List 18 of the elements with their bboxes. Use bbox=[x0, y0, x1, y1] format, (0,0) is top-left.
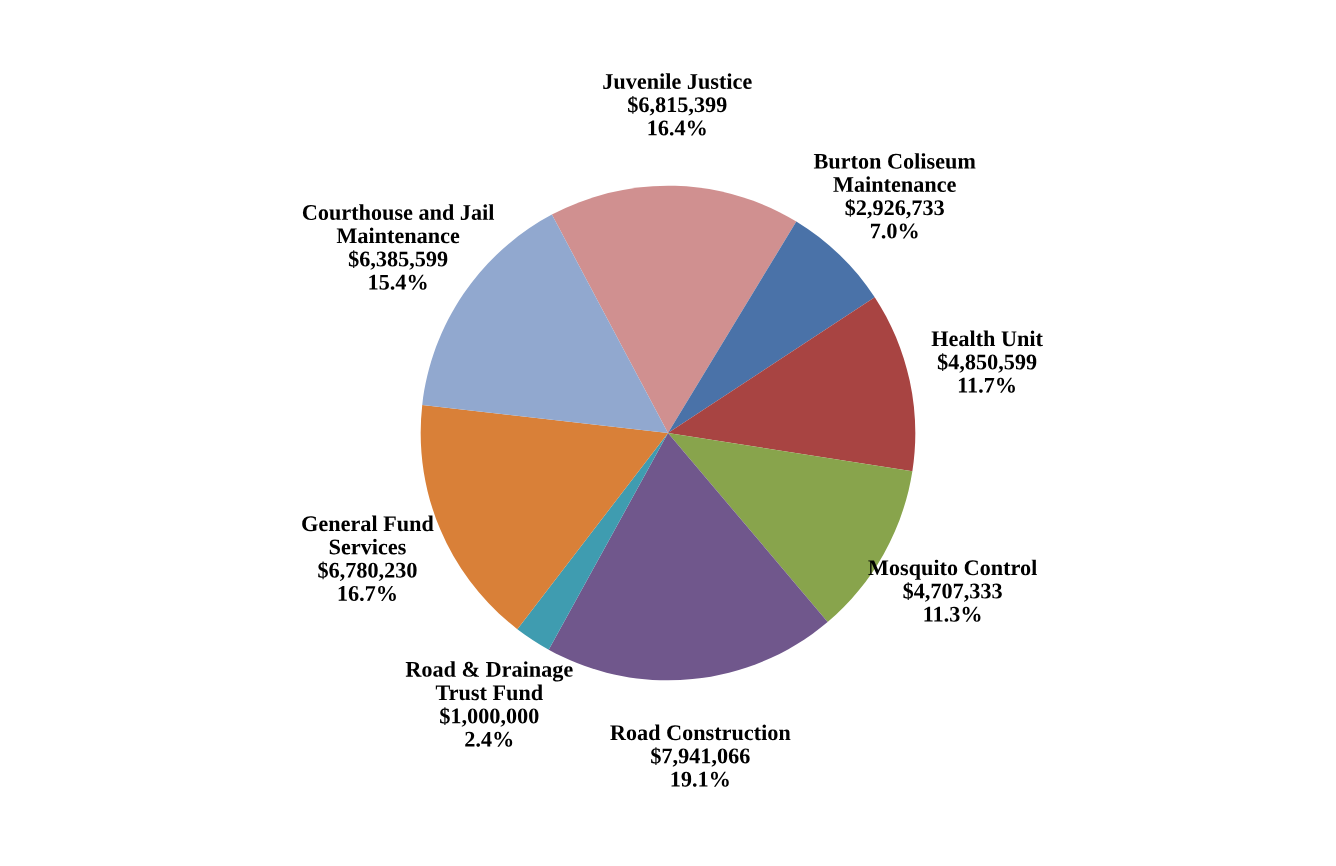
slice-label: Burton Coliseum Maintenance bbox=[813, 153, 976, 193]
data-label: $2,926,733 7.0% bbox=[845, 198, 944, 239]
pie-slice bbox=[551, 185, 797, 433]
slice-label: Road & Drainage Trust Fund bbox=[405, 661, 573, 701]
data-label: $4,850,599 11.7% bbox=[937, 353, 1037, 393]
slice-label: General Fund Services bbox=[302, 515, 434, 555]
slice-label: Health Unit bbox=[931, 330, 1043, 347]
data-label: $1,000,000 2.4% bbox=[440, 707, 539, 747]
pie-slice bbox=[668, 297, 916, 472]
data-label: $4,707,333 11.3% bbox=[903, 582, 1002, 622]
slice-label: Courthouse and Jail Maintenance bbox=[302, 204, 495, 244]
data-label: $6,815,399 16.4% bbox=[628, 95, 727, 136]
slice-label: Juvenile Justice bbox=[603, 73, 752, 90]
pie-slice bbox=[517, 433, 668, 650]
data-label: $7,941,066 19.1% bbox=[651, 747, 750, 787]
data-label: $6,780,230 16.7% bbox=[318, 561, 417, 602]
slice-label: Road Construction bbox=[610, 724, 791, 741]
data-label: $6,385,599 15.4% bbox=[348, 250, 448, 290]
